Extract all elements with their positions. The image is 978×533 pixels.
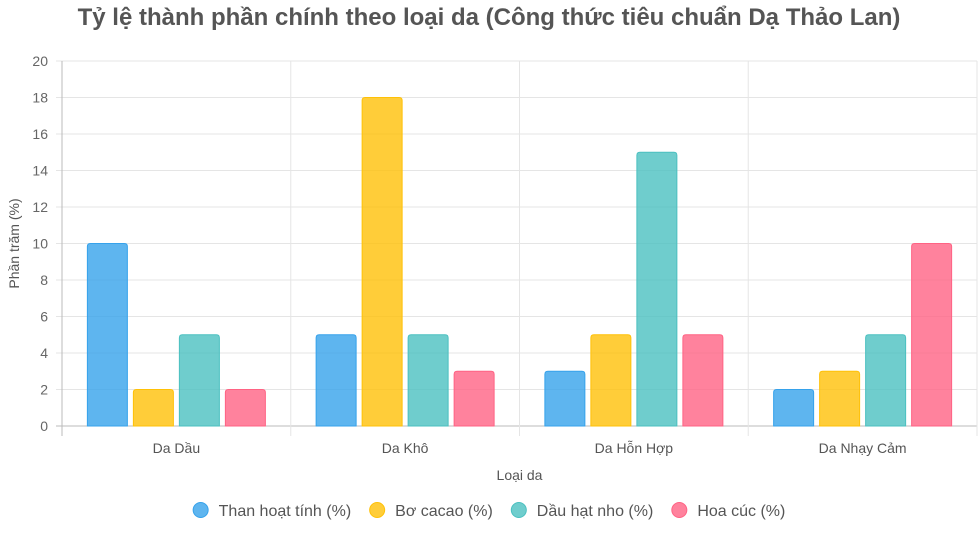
y-tick-label: 4 (40, 345, 48, 361)
bar-1-2[interactable] (315, 334, 357, 427)
bar-2-1[interactable] (132, 389, 174, 427)
y-tick-label: 6 (40, 309, 48, 325)
bar-3-3[interactable] (636, 151, 678, 427)
legend-label: Bơ cacao (%) (395, 503, 493, 520)
bar-1-3[interactable] (544, 370, 586, 427)
x-tick-label: Da Khô (382, 440, 429, 456)
y-tick-label: 2 (40, 382, 48, 398)
x-tick-label: Da Dầu (153, 440, 200, 456)
legend-item-3[interactable]: Dầu hạt nho (%) (510, 502, 654, 521)
chart-title: Tỷ lệ thành phần chính theo loại da (Côn… (77, 4, 901, 31)
bar-2-4[interactable] (819, 370, 861, 427)
legend-swatch (510, 502, 527, 518)
legend-swatch (671, 502, 688, 518)
bar-3-2[interactable] (407, 334, 449, 427)
bars (86, 97, 953, 427)
y-tick-label: 14 (32, 163, 48, 179)
legend-item-4[interactable]: Hoa cúc (%) (671, 502, 786, 521)
bar-4-4[interactable] (911, 243, 953, 427)
axes: 0 2 4 6 8 10 12 14 16 18 20 Da Dầu Da Khô Da Hỗn Hợp D… (6, 53, 907, 483)
y-tick-label: 8 (40, 272, 48, 288)
legend-label: Than hoạt tính (%) (219, 503, 352, 520)
bar-2-3[interactable] (590, 334, 632, 427)
bar-4-3[interactable] (682, 334, 724, 427)
x-tick-label: Da Hỗn Hợp (595, 440, 674, 456)
legend-swatch (192, 502, 209, 518)
y-tick-label: 18 (32, 90, 48, 106)
x-axis-title: Loại da (497, 467, 543, 483)
legend-item-1[interactable]: Than hoạt tính (%) (192, 502, 352, 521)
legend-label: Hoa cúc (%) (697, 503, 785, 520)
bar-2-2[interactable] (361, 97, 403, 427)
legend: Than hoạt tính (%) Bơ cacao (%) Dầu hạt nh… (192, 502, 786, 521)
y-axis-title: Phần trăm (%) (6, 198, 22, 288)
x-tick-label: Da Nhạy Cảm (819, 440, 907, 456)
y-tick-label: 20 (32, 53, 48, 69)
bar-3-4[interactable] (865, 334, 907, 427)
bar-1-4[interactable] (773, 389, 815, 427)
y-tick-label: 10 (32, 236, 48, 252)
legend-item-2[interactable]: Bơ cacao (%) (369, 502, 493, 521)
bar-3-1[interactable] (178, 334, 220, 427)
bar-4-2[interactable] (453, 370, 495, 427)
bar-4-1[interactable] (224, 389, 266, 427)
legend-swatch (369, 502, 386, 518)
bar-1-1[interactable] (86, 243, 128, 427)
y-tick-label: 12 (32, 199, 48, 215)
y-tick-label: 16 (32, 126, 48, 142)
y-tick-label: 0 (40, 418, 48, 434)
legend-label: Dầu hạt nho (%) (537, 503, 654, 520)
